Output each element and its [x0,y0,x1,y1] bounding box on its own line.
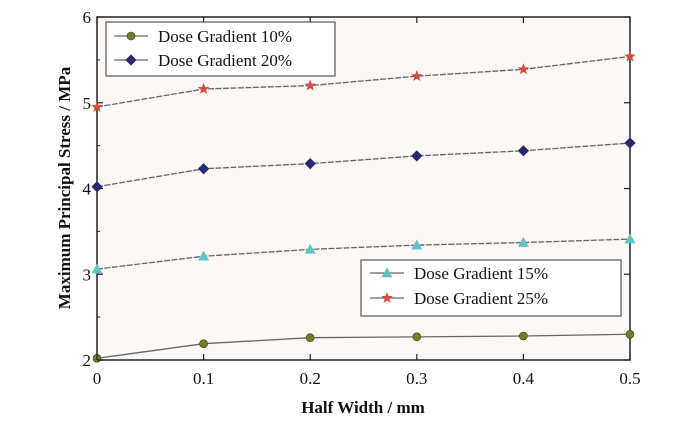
data-point [305,333,315,343]
series-dose-gradient-10 [92,329,635,363]
data-point [198,250,210,261]
legend-label: Dose Gradient 10% [158,27,292,46]
series-line [96,55,631,108]
data-point [304,243,316,254]
data-point [517,63,530,75]
x-tick-label: 0.5 [619,369,640,388]
x-tick-label: 0.3 [406,369,427,388]
series-dose-gradient-25 [91,50,636,112]
x-axis-title: Half Width / mm [301,398,425,417]
legend-box-upper-left [105,21,336,77]
data-point [517,145,530,157]
legend-box-lower-right [360,259,622,317]
data-point [625,329,635,339]
legend-item: Dose Gradient 15% [370,264,548,283]
y-tick-label: 6 [83,8,92,27]
x-tick-label: 0.2 [300,369,321,388]
x-tick-label: 0.1 [193,369,214,388]
data-point [197,163,210,175]
data-point [624,137,636,149]
data-point [197,82,210,94]
series-layer [91,50,636,363]
legend-label: Dose Gradient 15% [414,264,548,283]
legend-marker [126,31,136,41]
y-tick-label: 3 [83,265,92,284]
series-dose-gradient-15 [91,233,636,274]
data-point [411,150,423,162]
data-point [304,79,316,91]
series-line [96,238,631,270]
legend-marker [381,291,393,303]
y-tick-label: 2 [83,351,92,370]
legend-lower-right: Dose Gradient 15% Dose Gradient 25% [360,259,622,317]
y-tick-label: 5 [83,94,92,113]
data-point [624,50,636,62]
data-point [91,181,103,193]
legend-item: Dose Gradient 20% [114,51,292,70]
series-line [96,142,631,188]
legend-marker [125,54,137,66]
y-tick-label: 4 [83,180,92,199]
data-point [304,158,316,170]
data-point [91,100,103,112]
data-point [517,236,529,247]
tick-layer: 0 0.1 0.2 0.3 0.4 0.5 2 3 4 5 6 [83,8,641,388]
legend-item: Dose Gradient 25% [370,289,548,308]
legend-upper-left: Dose Gradient 10% Dose Gradient 20% [105,21,336,77]
legend-marker [381,267,393,278]
data-point [91,263,103,274]
x-tick-label: 0.4 [513,369,535,388]
data-point [624,233,636,244]
data-point [199,339,208,349]
legend-item: Dose Gradient 10% [114,27,292,46]
data-point [411,239,423,250]
legend-label: Dose Gradient 20% [158,51,292,70]
data-point [411,70,423,82]
data-point [412,332,422,342]
series-line [96,333,631,359]
legend-label: Dose Gradient 25% [414,289,548,308]
y-axis-title: Maximum Principal Stress / MPa [55,66,74,309]
data-point [519,331,528,341]
x-tick-label: 0 [93,369,102,388]
series-dose-gradient-20 [91,137,636,193]
